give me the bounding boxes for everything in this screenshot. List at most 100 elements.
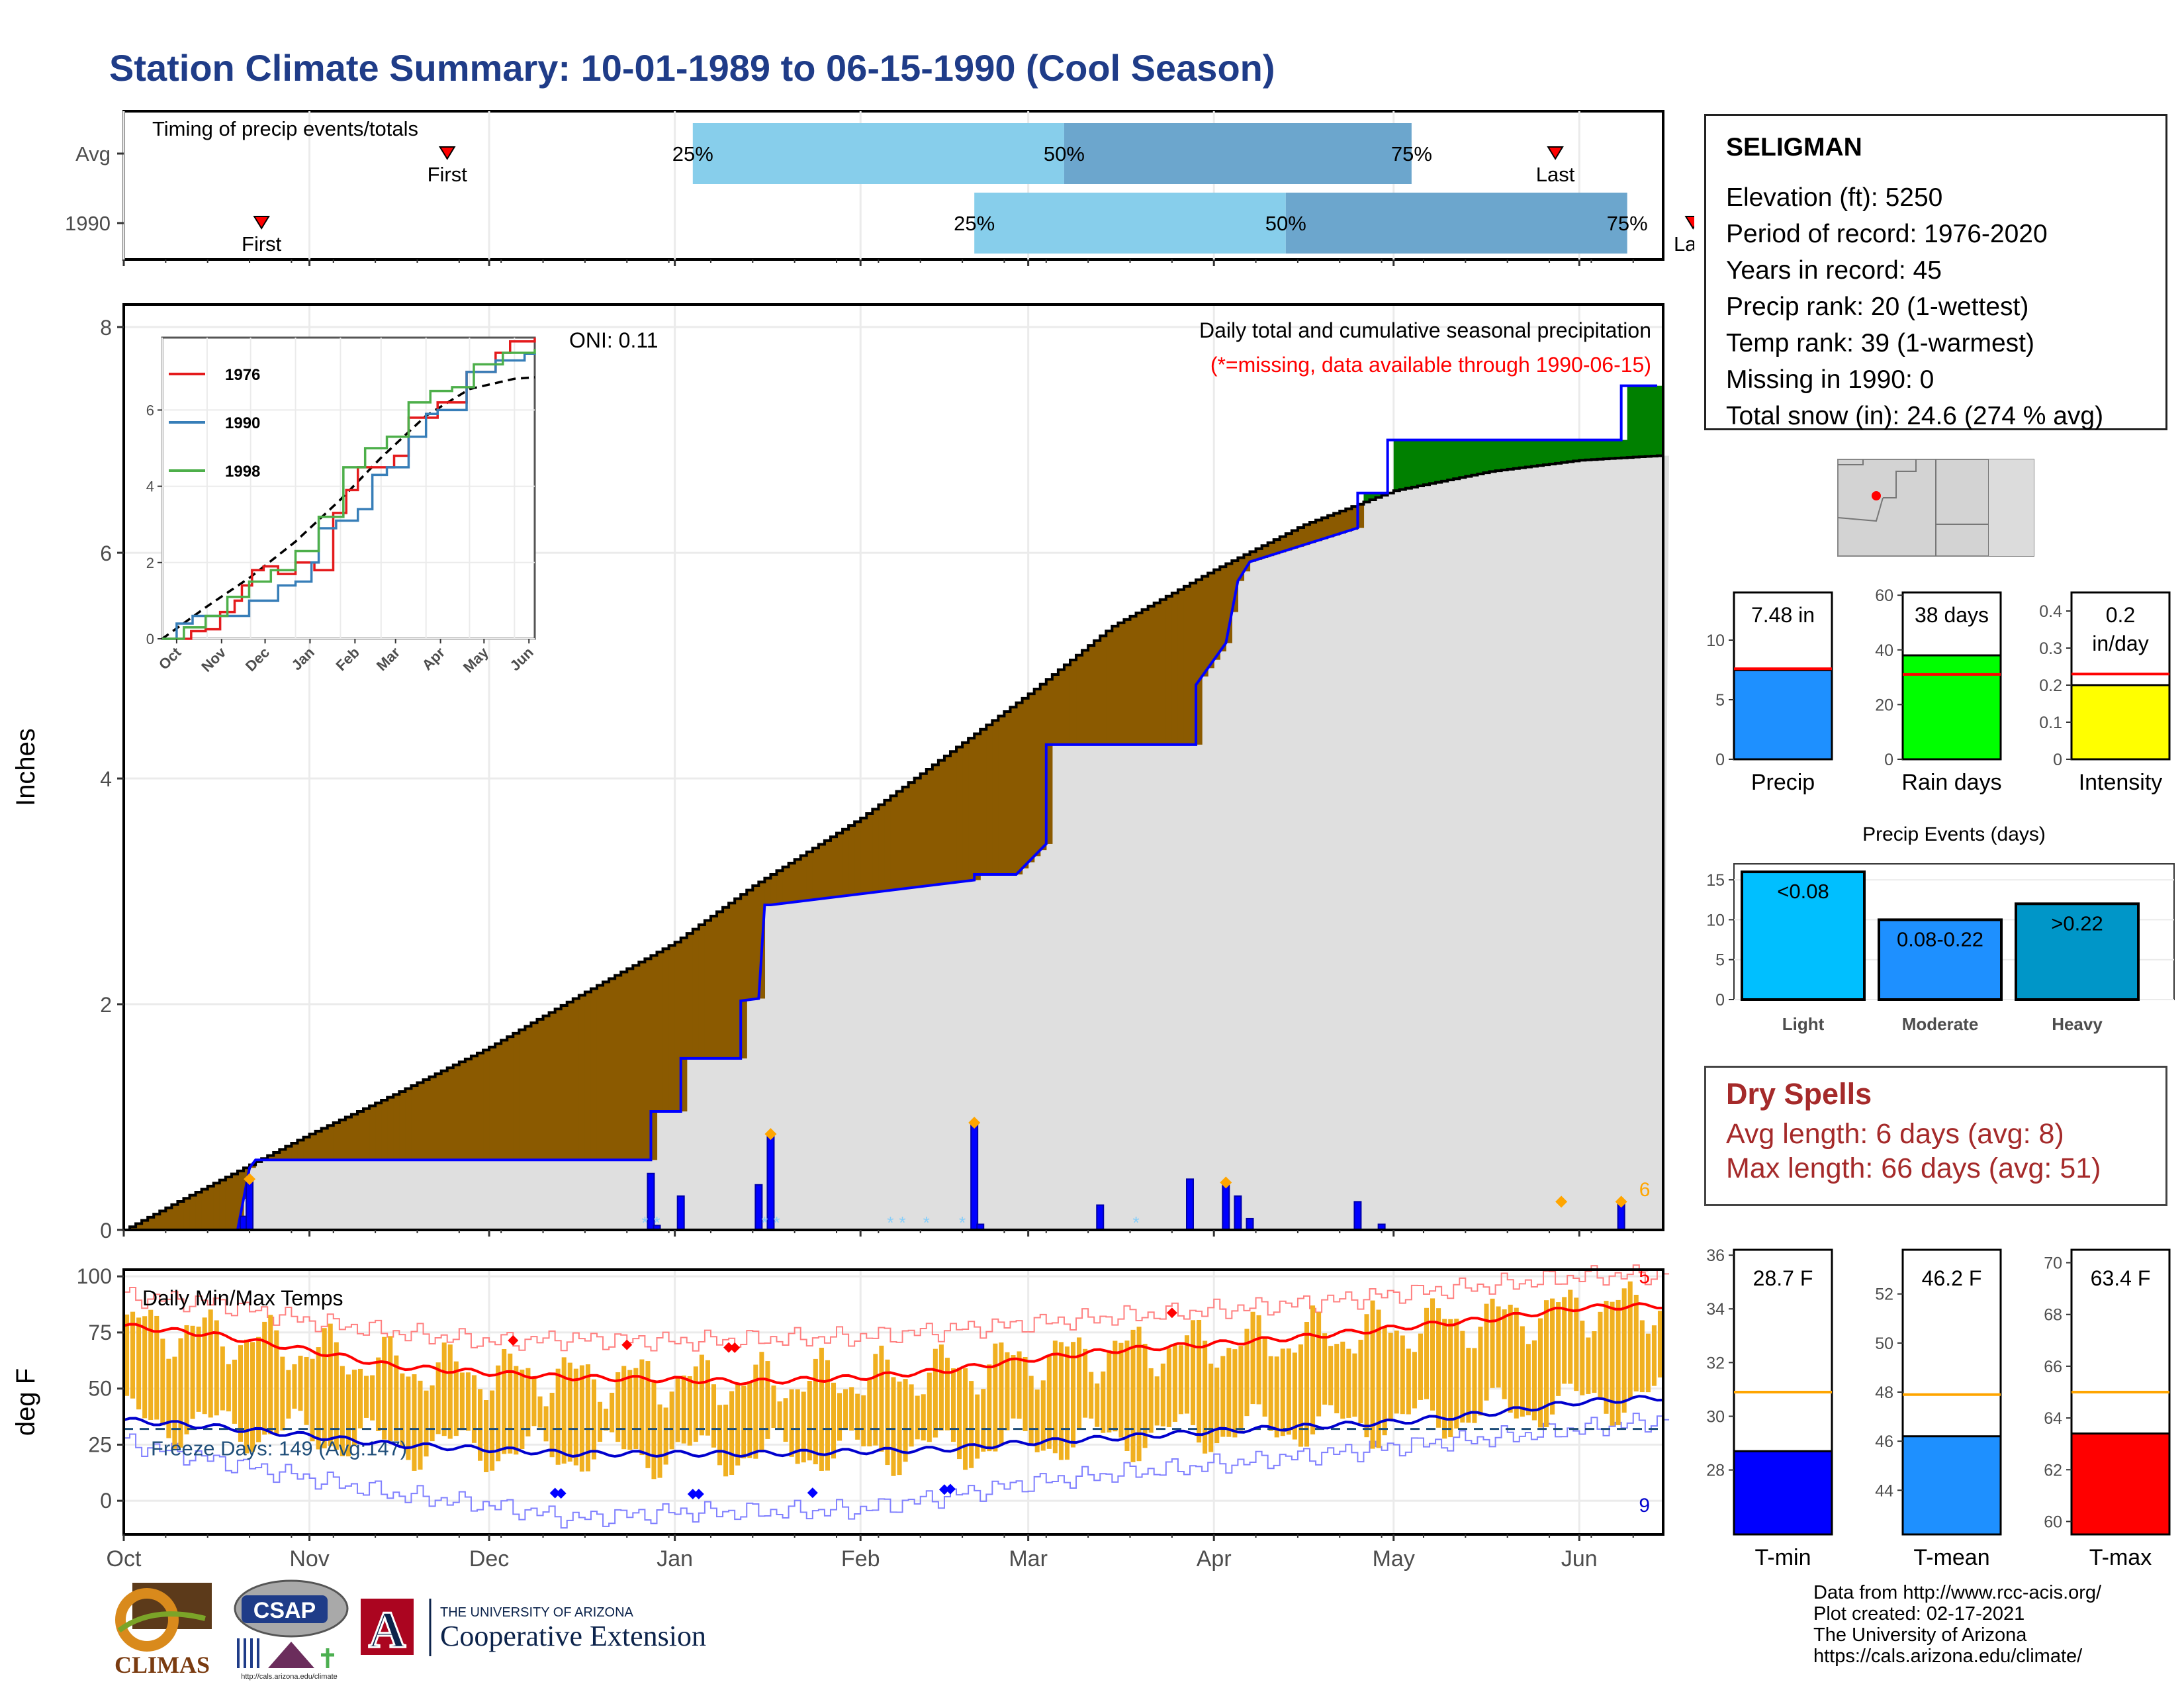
daily-temp-bar [453,1361,459,1436]
daily-temp-bar [1610,1301,1615,1426]
daily-temp-bar [891,1377,896,1476]
x-month-label: Jun [1561,1546,1598,1571]
daily-temp-bar [975,1394,980,1459]
daily-temp-bar [597,1401,603,1442]
station-temp-rank: Temp rank: 39 (1-warmest) [1726,329,2034,357]
total-value-label: 7.48 in [1751,603,1815,627]
daily-temp-bar [531,1377,537,1427]
deficit-band [723,907,729,1058]
daily-temp-bar [1514,1307,1519,1419]
surplus-band [1471,440,1479,475]
deficit-band [890,796,897,890]
daily-temp-bar [843,1389,848,1430]
daily-temp-bar [897,1382,902,1476]
total-1-y-tick-label: 60 [1875,586,1893,605]
record-precip-marker [244,1173,256,1186]
daily-temp-bar [316,1347,321,1450]
deficit-band [543,1015,550,1160]
timing-percent-label: 25% [672,142,713,165]
tsum-1-label: T-mean [1913,1545,1989,1570]
deficit-band [764,878,772,905]
daily-temp-bar [1304,1322,1310,1447]
deficit-band [1154,602,1161,745]
record-precip-marker [1615,1196,1627,1208]
total-0-y-tick-label: 10 [1706,632,1725,650]
deficit-band [627,968,633,1160]
daily-temp-bar [430,1385,435,1442]
daily-temp-bar [334,1342,339,1450]
daily-temp-bar [753,1364,758,1459]
timing-percent-label: 50% [1044,142,1085,165]
x-month-label: Dec [469,1546,509,1571]
total-value-unit: in/day [2092,632,2148,655]
deficit-band [1334,513,1340,536]
daily-temp-bar [1525,1344,1531,1416]
tsum-2-y-tick-label: 62 [2044,1461,2062,1479]
deficit-band [686,933,694,1058]
surplus-band [1513,440,1520,469]
precip-events-chart: Precip Events (days) 0 5 10 15 <0.08 Light 0.08… [1706,823,2175,1034]
deficit-band [668,945,676,1111]
events-bar-label: <0.08 [1777,880,1829,903]
timing-last-marker [1684,216,1694,230]
surplus-band [1555,440,1562,463]
snow-marker: * [653,1213,660,1233]
surplus-band [1519,440,1526,468]
daily-temp-bar [238,1345,244,1442]
daily-temp-bar [202,1317,207,1415]
timing-last-marker [1547,146,1564,160]
daily-temp-bar [807,1381,812,1461]
deficit-band [177,1201,185,1230]
daily-temp-bar [166,1358,171,1438]
deficit-band [1196,579,1203,745]
daily-temp-bar [1178,1345,1183,1415]
deficit-band [824,840,831,899]
deficit-band [1303,524,1310,545]
timing-percent-label: 25% [954,212,995,235]
observed-cumulative-line [124,384,1657,1231]
main-chart-title: Daily total and cumulative seasonal prec… [1199,318,1651,342]
temp-y-tick-label: 50 [88,1377,112,1401]
daily-temp-bar [1046,1356,1052,1449]
deficit-band [375,1103,382,1160]
deficit-band [555,1009,562,1160]
deficit-band [1040,684,1047,851]
daily-precip-bar [1246,1217,1254,1231]
deficit-band [537,1019,544,1160]
daily-temp-bar [1460,1331,1465,1423]
events-bar [2015,902,2140,1001]
record-high-count: 5 [1639,1266,1650,1288]
deficit-band [788,863,796,903]
daily-temp-bar [867,1378,872,1446]
daily-temp-bar [1562,1297,1567,1384]
daily-temp-bar [1034,1389,1040,1452]
daily-temp-bar [388,1336,393,1442]
tsum-value-label: 28.7 F [1753,1266,1813,1290]
daily-temp-bar [987,1364,992,1452]
station-name: SELIGMAN [1726,133,1862,162]
deficit-band [465,1058,472,1160]
inset-panel [161,336,536,640]
y-tick-label: 4 [100,767,112,791]
deficit-band [932,765,939,886]
deficit-band [992,720,999,874]
total-value-label: 38 days [1915,603,1989,627]
events-bar [1741,870,1866,1001]
daily-temp-bar [130,1311,136,1399]
surplus-band [1621,440,1628,458]
deficit-band [651,955,658,1160]
record-high-marker [723,1342,735,1353]
dry-spells-avg: Avg length: 6 days (avg: 8) [1726,1118,2064,1150]
daily-temp-bar [1262,1337,1267,1417]
deficit-band [1351,506,1359,530]
timing-first-marker [253,216,270,230]
daily-temp-bar [909,1384,914,1447]
daily-temp-bar [1388,1333,1393,1421]
deficit-band [1064,665,1071,745]
deficit-band [1232,561,1239,612]
daily-temp-bar [903,1379,908,1462]
daily-temp-bar [1244,1329,1250,1417]
csap-mountain-icon [268,1642,314,1668]
tsum-2-y-tick-label: 64 [2044,1409,2062,1428]
x-month-label: Feb [841,1546,880,1571]
